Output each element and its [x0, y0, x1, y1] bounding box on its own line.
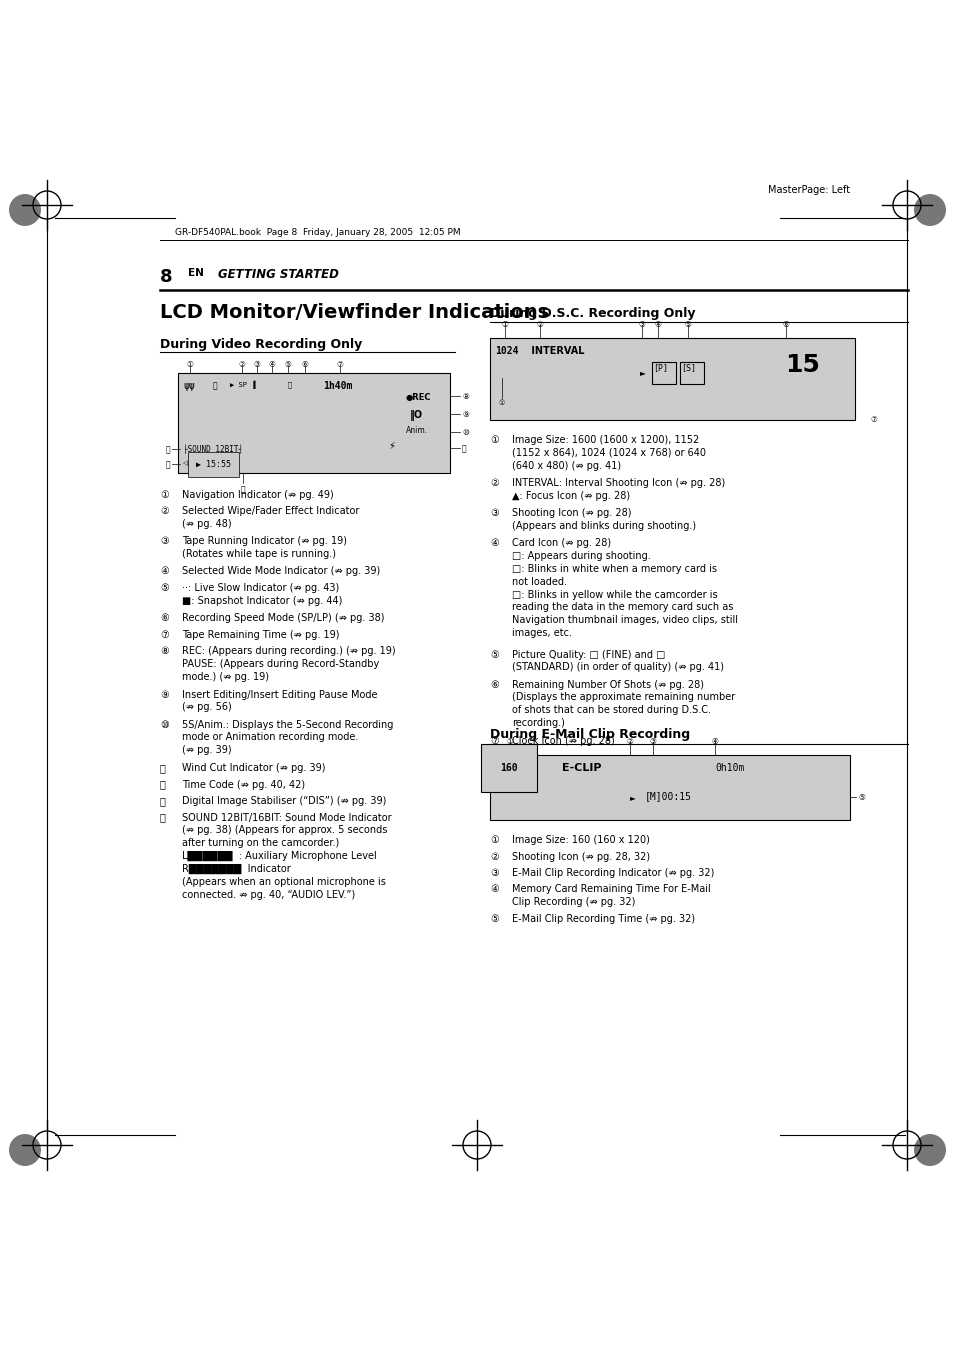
Text: ①: ①	[506, 738, 513, 746]
Text: ⑦: ⑦	[490, 736, 498, 747]
Text: [M]00:15: [M]00:15	[644, 790, 691, 801]
Text: E-Mail Clip Recording Time (⇏ pg. 32): E-Mail Clip Recording Time (⇏ pg. 32)	[512, 915, 695, 924]
Text: Memory Card Remaining Time For E-Mail
Clip Recording (⇏ pg. 32): Memory Card Remaining Time For E-Mail Cl…	[512, 885, 710, 908]
Text: Anim.: Anim.	[406, 426, 428, 435]
Text: ⑧: ⑧	[461, 392, 468, 401]
Text: ⑤: ⑤	[490, 915, 498, 924]
Circle shape	[913, 195, 945, 226]
FancyBboxPatch shape	[679, 362, 703, 384]
Text: ⑥: ⑥	[301, 359, 308, 369]
Text: E-CLIP: E-CLIP	[561, 763, 601, 773]
Text: ⑤: ⑤	[857, 793, 864, 802]
Text: 8: 8	[160, 267, 172, 286]
Text: Selected Wipe/Fader Effect Indicator
(⇏ pg. 48): Selected Wipe/Fader Effect Indicator (⇏ …	[182, 507, 359, 530]
Text: ⑩: ⑩	[160, 720, 169, 730]
Text: ⑬: ⑬	[160, 796, 166, 807]
Text: Digital Image Stabiliser (“DIS”) (⇏ pg. 39): Digital Image Stabiliser (“DIS”) (⇏ pg. …	[182, 796, 386, 807]
Text: Remaining Number Of Shots (⇏ pg. 28)
(Displays the approximate remaining number
: Remaining Number Of Shots (⇏ pg. 28) (Di…	[512, 680, 735, 728]
Text: ③: ③	[649, 738, 656, 746]
FancyBboxPatch shape	[490, 338, 854, 420]
Text: Shooting Icon (⇏ pg. 28)
(Appears and blinks during shooting.): Shooting Icon (⇏ pg. 28) (Appears and bl…	[512, 508, 696, 531]
Text: ①: ①	[501, 320, 508, 330]
Text: ►: ►	[639, 367, 645, 377]
Text: ①: ①	[490, 435, 498, 444]
Text: ①: ①	[490, 835, 498, 844]
Text: GR-DF540PAL.book  Page 8  Friday, January 28, 2005  12:05 PM: GR-DF540PAL.book Page 8 Friday, January …	[174, 228, 460, 236]
Text: ‖O: ‖O	[410, 409, 423, 422]
Text: INTERVAL: Interval Shooting Icon (⇏ pg. 28)
▲: Focus Icon (⇏ pg. 28): INTERVAL: Interval Shooting Icon (⇏ pg. …	[512, 478, 724, 501]
Text: ④: ④	[711, 738, 718, 746]
Text: ④: ④	[490, 885, 498, 894]
Text: Time Code (⇏ pg. 40, 42): Time Code (⇏ pg. 40, 42)	[182, 780, 305, 789]
FancyBboxPatch shape	[490, 755, 849, 820]
Circle shape	[9, 1133, 41, 1166]
Text: ▶ 15:55: ▶ 15:55	[195, 459, 231, 469]
Text: Picture Quality: □ (FINE) and □
(STANDARD) (in order of quality) (⇏ pg. 41): Picture Quality: □ (FINE) and □ (STANDAR…	[512, 650, 723, 673]
Text: ⑤: ⑤	[490, 650, 498, 659]
FancyBboxPatch shape	[178, 373, 450, 473]
FancyBboxPatch shape	[651, 362, 676, 384]
Text: ④: ④	[490, 539, 498, 549]
Text: ⑥: ⑥	[781, 320, 789, 330]
Text: ⑪: ⑪	[160, 763, 166, 773]
Text: ⑭: ⑭	[160, 812, 166, 823]
Circle shape	[913, 1133, 945, 1166]
Text: 0h10m: 0h10m	[714, 763, 743, 773]
Text: GETTING STARTED: GETTING STARTED	[218, 267, 338, 281]
Text: Selected Wide Mode Indicator (⇏ pg. 39): Selected Wide Mode Indicator (⇏ pg. 39)	[182, 566, 380, 577]
Text: Shooting Icon (⇏ pg. 28, 32): Shooting Icon (⇏ pg. 28, 32)	[512, 851, 649, 862]
Text: 1h40m: 1h40m	[323, 381, 352, 390]
Text: ③: ③	[160, 536, 169, 547]
Text: INTERVAL: INTERVAL	[527, 346, 584, 357]
Text: ⑤: ⑤	[284, 359, 291, 369]
Text: EN: EN	[188, 267, 204, 278]
Text: ③: ③	[490, 867, 498, 878]
Text: ⑨: ⑨	[461, 409, 468, 419]
Text: [P]: [P]	[652, 363, 667, 372]
Text: E-Mail Clip Recording Indicator (⇏ pg. 32): E-Mail Clip Recording Indicator (⇏ pg. 3…	[512, 867, 714, 878]
Text: LCD Monitor/Viewfinder Indications: LCD Monitor/Viewfinder Indications	[160, 303, 549, 322]
Text: ⑫: ⑫	[160, 780, 166, 789]
Text: ⑨: ⑨	[160, 689, 169, 700]
Text: ψψ: ψψ	[183, 381, 194, 390]
Text: Insert Editing/Insert Editing Pause Mode
(⇏ pg. 56): Insert Editing/Insert Editing Pause Mode…	[182, 689, 377, 712]
Text: Tape Remaining Time (⇏ pg. 19): Tape Remaining Time (⇏ pg. 19)	[182, 630, 339, 639]
Text: ②: ②	[536, 320, 543, 330]
Text: ②: ②	[490, 851, 498, 862]
Text: ►: ►	[629, 793, 636, 802]
Text: Image Size: 1600 (1600 x 1200), 1152
(1152 x 864), 1024 (1024 x 768) or 640
(640: Image Size: 1600 (1600 x 1200), 1152 (11…	[512, 435, 705, 470]
Text: ⑥: ⑥	[490, 680, 498, 689]
Text: Navigation Indicator (⇏ pg. 49): Navigation Indicator (⇏ pg. 49)	[182, 490, 334, 500]
Text: 5S/Anim.: Displays the 5-Second Recording
mode or Animation recording mode.
(⇏ p: 5S/Anim.: Displays the 5-Second Recordin…	[182, 720, 393, 755]
Text: ④: ④	[160, 566, 169, 577]
Text: Tape Running Indicator (⇏ pg. 19)
(Rotates while tape is running.): Tape Running Indicator (⇏ pg. 19) (Rotat…	[182, 536, 347, 559]
Text: ⑦: ⑦	[336, 359, 343, 369]
Text: ②: ②	[238, 359, 245, 369]
Text: 🔲: 🔲	[288, 381, 292, 388]
Text: ⑭: ⑭	[165, 444, 170, 454]
Text: ①: ①	[498, 400, 504, 407]
Text: ⑤: ⑤	[684, 320, 691, 330]
Circle shape	[9, 195, 41, 226]
Text: ⑧: ⑧	[160, 646, 169, 657]
Text: ②: ②	[160, 507, 169, 516]
Text: MasterPage: Left: MasterPage: Left	[767, 185, 849, 195]
Text: ③: ③	[490, 508, 498, 519]
Text: ··: Live Slow Indicator (⇏ pg. 43)
■: Snapshot Indicator (⇏ pg. 44): ··: Live Slow Indicator (⇏ pg. 43) ■: Sn…	[182, 584, 342, 605]
Text: 1024: 1024	[495, 346, 518, 357]
Text: During D.S.C. Recording Only: During D.S.C. Recording Only	[490, 307, 695, 320]
Text: ⑪: ⑪	[461, 444, 466, 453]
Text: ⑫: ⑫	[240, 485, 245, 494]
Text: Wind Cut Indicator (⇏ pg. 39): Wind Cut Indicator (⇏ pg. 39)	[182, 763, 325, 773]
Text: 160: 160	[499, 763, 517, 773]
Text: ⑩: ⑩	[461, 428, 468, 436]
Text: ◁▷: ◁▷	[183, 459, 193, 466]
Text: ②: ②	[490, 478, 498, 489]
Text: ⑬: ⑬	[165, 459, 170, 469]
Text: ⚡: ⚡	[388, 440, 395, 451]
Text: ④: ④	[269, 359, 275, 369]
Text: ⑦: ⑦	[160, 630, 169, 639]
Text: ④: ④	[654, 320, 660, 330]
Text: [S]: [S]	[680, 363, 696, 372]
Text: ①: ①	[187, 359, 193, 369]
